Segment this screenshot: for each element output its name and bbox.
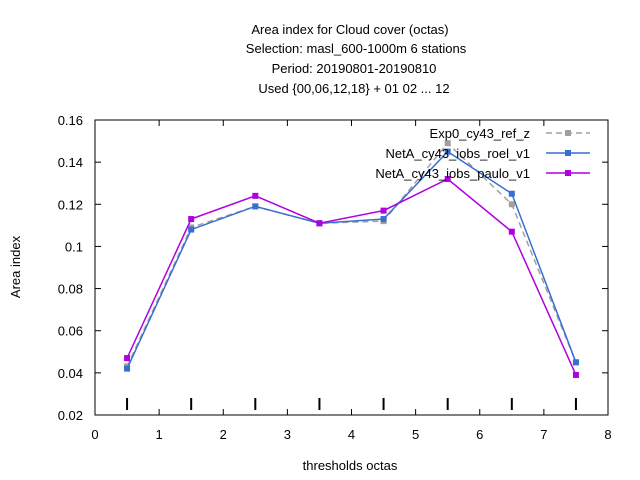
series-1-point-6 [508, 190, 515, 197]
y-tick-label-7: 0.16 [58, 113, 83, 128]
chart-title: Area index for Cloud cover (octas) Selec… [246, 22, 467, 96]
series-1-point-0 [124, 365, 131, 372]
title-line-4: Used {00,06,12,18} + 01 02 ... 12 [258, 81, 449, 96]
x-tick-label-4: 4 [348, 427, 355, 442]
series-2-point-2 [252, 192, 259, 199]
series-1-point-2 [252, 203, 259, 210]
series-line-0 [126, 142, 577, 367]
series-0-point-6 [508, 201, 515, 208]
tick-marks [126, 398, 577, 410]
x-tick-label-7: 7 [540, 427, 547, 442]
y-tick-label-6: 0.14 [58, 155, 83, 170]
series-2-point-7 [572, 371, 579, 378]
x-tick-label-1: 1 [156, 427, 163, 442]
axes: 0 1 2 3 4 5 6 7 8 0.02 0.04 0.06 0.08 0.1 0.12 0.14 0.16 [58, 113, 612, 442]
x-tick-label-5: 5 [412, 427, 419, 442]
x-tick-label-6: 6 [476, 427, 483, 442]
legend-marker-1 [565, 150, 571, 156]
x-tick-label-2: 2 [220, 427, 227, 442]
y-tick-label-4: 0.1 [65, 239, 83, 254]
title-line-1: Area index for Cloud cover (octas) [251, 22, 448, 37]
series-1-point-1 [188, 226, 195, 233]
series-line-1 [126, 150, 577, 369]
y-tick-label-2: 0.06 [58, 324, 83, 339]
series-2 [124, 176, 579, 378]
legend: Exp0_cy43_ref_z NetA_cy43_iobs_roel_v1 Net… [375, 126, 590, 181]
series-layer [124, 140, 579, 378]
title-line-3: Period: 20190801-20190810 [272, 61, 437, 76]
series-2-point-3 [316, 220, 323, 227]
title-line-2: Selection: masl_600-1000m 6 stations [246, 41, 467, 56]
x-tick-label-3: 3 [284, 427, 291, 442]
plot-frame [94, 119, 609, 416]
series-1-point-7 [572, 359, 579, 366]
y-tick-label-1: 0.04 [58, 366, 83, 381]
x-tick-label-0: 0 [91, 427, 98, 442]
series-0-point-5 [444, 140, 451, 147]
legend-label-1: NetA_cy43_iobs_roel_v1 [385, 146, 530, 161]
series-1-point-5 [444, 148, 451, 155]
series-2-point-0 [124, 355, 131, 362]
legend-marker-0 [565, 130, 571, 136]
series-2-point-4 [380, 207, 387, 214]
series-2-point-5 [444, 176, 451, 182]
legend-label-2: NetA_cy43_iobs_paulo_v1 [375, 166, 530, 181]
series-line-2 [126, 178, 577, 376]
y-tick-label-3: 0.08 [58, 282, 83, 297]
series-2-point-6 [508, 228, 515, 235]
series-2-point-1 [188, 216, 195, 223]
legend-label-0: Exp0_cy43_ref_z [430, 126, 530, 141]
x-axis-label: thresholds octas [303, 458, 398, 473]
y-tick-label-0: 0.02 [58, 408, 83, 423]
y-axis-label: Area index [8, 235, 23, 298]
legend-marker-2 [565, 170, 571, 176]
series-1 [124, 148, 579, 372]
series-1-point-4 [380, 216, 387, 223]
y-tick-label-5: 0.12 [58, 197, 83, 212]
x-tick-label-8: 8 [604, 427, 611, 442]
